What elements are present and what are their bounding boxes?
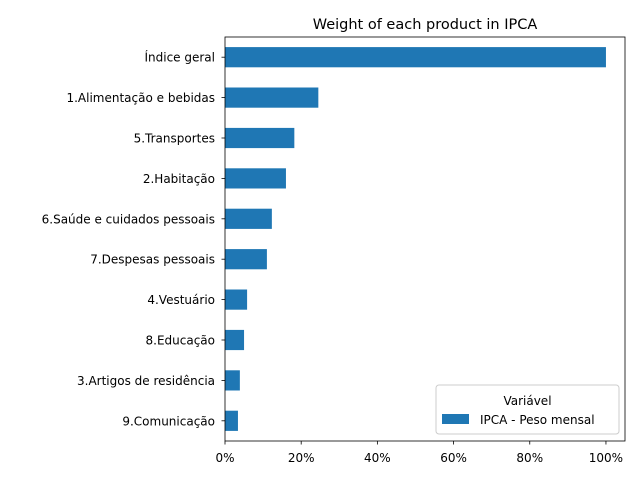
bar-3 <box>225 168 286 189</box>
bar-5 <box>225 249 267 270</box>
y-tick-label: 5.Transportes <box>134 132 215 146</box>
legend-label: IPCA - Peso mensal <box>480 413 595 427</box>
legend: Variável IPCA - Peso mensal <box>435 384 620 435</box>
x-axis-ticks: 0% 20% 40% 60% 80% 100% <box>215 441 623 465</box>
y-tick-label: 4.Vestuário <box>147 293 215 307</box>
x-tick-label: 60% <box>440 451 467 465</box>
bar-0 <box>225 47 606 68</box>
x-tick-label: 0% <box>215 451 234 465</box>
x-tick-label: 40% <box>364 451 391 465</box>
legend-title: Variável <box>503 394 551 408</box>
bar-9 <box>225 410 238 431</box>
bars-group <box>225 47 606 431</box>
bar-4 <box>225 208 272 229</box>
bar-1 <box>225 87 319 108</box>
legend-box <box>435 384 620 435</box>
y-tick-label: 7.Despesas pessoais <box>90 253 215 267</box>
chart-title: Weight of each product in IPCA <box>313 17 538 33</box>
x-tick-label: 20% <box>288 451 315 465</box>
y-tick-label: 1.Alimentação e bebidas <box>66 91 215 105</box>
legend-swatch <box>442 414 469 424</box>
y-axis-ticks: Índice geral 1.Alimentação e bebidas 5.Tra… <box>42 50 225 428</box>
y-tick-label: Índice geral <box>144 50 215 65</box>
x-tick-label: 100% <box>589 451 623 465</box>
y-tick-label: 8.Educação <box>146 334 216 348</box>
y-tick-label: 3.Artigos de residência <box>77 374 215 388</box>
bar-7 <box>225 329 245 351</box>
bar-6 <box>225 289 248 310</box>
y-tick-label: 9.Comunicação <box>122 414 215 428</box>
x-tick-label: 80% <box>516 451 543 465</box>
plot-frame <box>224 36 626 442</box>
y-tick-label: 6.Saúde e cuidados pessoais <box>42 212 215 226</box>
bar-2 <box>225 127 295 149</box>
y-tick-label: 2.Habitação <box>143 172 215 186</box>
bar-8 <box>225 370 240 391</box>
axes-frame <box>224 36 626 442</box>
